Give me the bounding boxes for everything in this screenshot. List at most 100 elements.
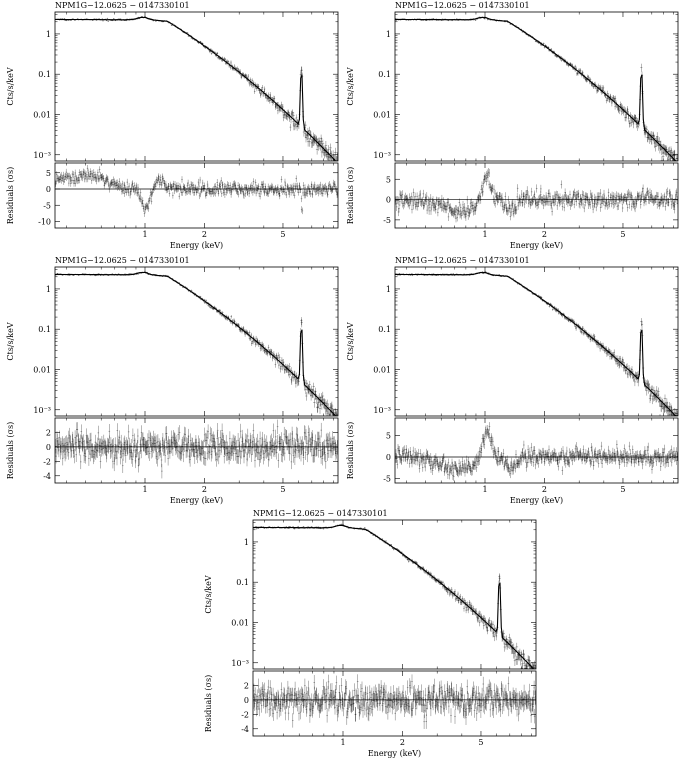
spectrum-svg-3: NPM1G−12.0625 − 0147330101 1 0.1 0.01 10⁻³ 1 2… [6, 256, 339, 505]
spectrum-panel-3: NPM1G−12.0625 − 0147330101 1 0.1 0.01 10⁻³ 1 2… [0, 255, 339, 509]
spectrum-frame [54, 11, 339, 162]
spectrum-svg-4: NPM1G−12.0625 − 0147330101 1 0.1 0.01 10⁻³ 1 2… [346, 256, 679, 505]
x-axis-label: Energy (keV) [510, 496, 563, 505]
y-tick-label: 10⁻³ [33, 406, 51, 415]
panel-title: NPM1G−12.0625 − 0147330101 [395, 256, 530, 265]
model-line [395, 16, 678, 161]
x-axis-label: Energy (keV) [368, 749, 421, 758]
spectrum-data [55, 271, 338, 416]
y-tick-label: 10⁻³ [373, 406, 391, 415]
y-axis-label: Cts/s/keV [6, 322, 15, 361]
y-tick-label: 0.1 [38, 70, 51, 79]
residual-tick-label: 0 [244, 696, 249, 705]
spectrum-data [395, 271, 678, 416]
spectrum-frame [252, 519, 537, 670]
residual-tick-label: 0 [46, 185, 51, 194]
spectrum-data [253, 523, 536, 669]
residual-tick-label: 0 [386, 196, 391, 205]
residual-data [55, 165, 338, 217]
y-tick-label: 10⁻³ [373, 151, 391, 160]
residual-data [55, 419, 338, 479]
y-tick-label: 1 [46, 285, 51, 294]
spectrum-panel-4: NPM1G−12.0625 − 0147330101 1 0.1 0.01 10⁻³ 1 2… [340, 255, 679, 509]
y-tick-label: 0.01 [373, 110, 391, 119]
x-tick-label: 2 [400, 738, 405, 747]
residual-tick-label: -2 [43, 457, 51, 466]
residual-tick-label: 5 [46, 169, 51, 178]
model-line [253, 524, 536, 669]
y-tick-label: 1 [386, 285, 391, 294]
x-axis-label: Energy (keV) [170, 241, 223, 250]
spectrum-svg-2: NPM1G−12.0625 − 0147330101 1 0.1 0.01 10⁻³ 1 2… [346, 1, 679, 250]
panel-title: NPM1G−12.0625 − 0147330101 [395, 1, 530, 10]
spectrum-svg-1: NPM1G−12.0625 − 0147330101 1 0.1 0.01 10⁻³ 1 2… [6, 1, 339, 250]
y-tick-label: 0.1 [378, 70, 391, 79]
spectrum-svg-5: NPM1G−12.0625 − 0147330101 1 0.1 0.01 10⁻³ 1 2… [204, 509, 537, 758]
residual-tick-label: -5 [43, 201, 51, 210]
y-tick-label: 1 [244, 538, 249, 547]
residual-tick-label: -5 [383, 216, 391, 225]
residual-frame [252, 670, 537, 737]
residual-tick-label: -10 [38, 218, 51, 227]
y-tick-label: 0.01 [231, 618, 249, 627]
spectrum-panel-1: NPM1G−12.0625 − 0147330101 1 0.1 0.01 10⁻³ 1 2… [0, 0, 339, 254]
x-tick-label: 2 [202, 485, 207, 494]
y-axis-label: Cts/s/keV [346, 322, 355, 361]
x-axis-label: Energy (keV) [510, 241, 563, 250]
residual-tick-label: -4 [241, 725, 249, 734]
residual-tick-label: -5 [383, 475, 391, 484]
y-axis-label: Cts/s/keV [6, 67, 15, 106]
spectrum-frame [394, 266, 679, 417]
y-tick-label: 0.1 [236, 578, 249, 587]
spectrum-frame [54, 266, 339, 417]
spectrum-panel-2: NPM1G−12.0625 − 0147330101 1 0.1 0.01 10⁻³ 1 2… [340, 0, 679, 254]
x-tick-label: 1 [142, 485, 147, 494]
x-tick-label: 2 [542, 230, 547, 239]
residual-tick-label: 2 [244, 681, 249, 690]
x-axis-label: Energy (keV) [170, 496, 223, 505]
model-line [55, 271, 338, 416]
y-axis-label: Cts/s/keV [204, 575, 213, 614]
y-tick-label: 0.01 [373, 365, 391, 374]
y-tick-label: 1 [386, 30, 391, 39]
spectrum-data [55, 16, 338, 161]
residual-tick-label: 0 [386, 453, 391, 462]
x-tick-label: 5 [280, 485, 285, 494]
residual-frame [394, 162, 679, 229]
residual-data [395, 422, 678, 481]
panel-title: NPM1G−12.0625 − 0147330101 [55, 1, 190, 10]
residual-frame [54, 162, 339, 229]
spectrum-data [395, 16, 678, 161]
y-axis-label: Cts/s/keV [346, 67, 355, 106]
x-tick-label: 5 [620, 485, 625, 494]
y-tick-label: 0.1 [38, 325, 51, 334]
residual-tick-label: 2 [46, 428, 51, 437]
spectrum-frame [394, 11, 679, 162]
y-tick-label: 0.01 [33, 110, 51, 119]
residual-tick-label: -4 [43, 472, 51, 481]
x-tick-label: 1 [482, 230, 487, 239]
x-tick-label: 5 [478, 738, 483, 747]
residual-tick-label: 5 [386, 431, 391, 440]
y-tick-label: 1 [46, 30, 51, 39]
residual-axis-label: Residuals (σs) [204, 675, 213, 732]
panel-title: NPM1G−12.0625 − 0147330101 [55, 256, 190, 265]
residual-data [253, 674, 536, 729]
panel-title: NPM1G−12.0625 − 0147330101 [253, 509, 388, 518]
residual-frame [394, 417, 679, 484]
x-tick-label: 1 [482, 485, 487, 494]
model-line [395, 271, 678, 416]
x-tick-label: 2 [542, 485, 547, 494]
residual-tick-label: 0 [46, 443, 51, 452]
x-tick-label: 1 [340, 738, 345, 747]
y-tick-label: 10⁻³ [231, 659, 249, 668]
x-tick-label: 1 [142, 230, 147, 239]
residual-tick-label: -2 [241, 710, 249, 719]
residual-data [395, 168, 678, 223]
y-tick-label: 0.1 [378, 325, 391, 334]
residual-axis-label: Residuals (σs) [6, 167, 15, 224]
x-tick-label: 5 [280, 230, 285, 239]
x-tick-label: 2 [202, 230, 207, 239]
x-tick-label: 5 [620, 230, 625, 239]
residual-tick-label: 5 [386, 175, 391, 184]
